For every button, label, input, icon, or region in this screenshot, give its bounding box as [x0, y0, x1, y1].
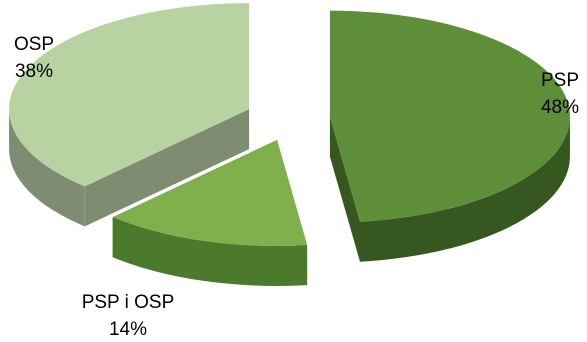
label-psp-i-osp: PSP i OSP 14% — [82, 292, 175, 340]
pie-labels: PSP 48% PSP i OSP 14% OSP 38% — [14, 34, 579, 340]
label-category-osp: OSP — [14, 34, 54, 55]
label-value-psp-i-osp: 14% — [109, 319, 147, 340]
pie-slices — [9, 3, 570, 246]
slice-side-psp — [360, 116, 570, 262]
slice-side-osp — [9, 109, 85, 227]
slice-psp-i-osp — [112, 139, 308, 246]
slice-wall-end-psp — [329, 116, 361, 262]
label-value-osp: 38% — [15, 61, 53, 82]
label-value-psp: 48% — [541, 97, 579, 118]
slice-side-psp-i-osp — [112, 217, 308, 286]
label-category-psp-i-osp: PSP i OSP — [82, 292, 175, 313]
label-psp: PSP 48% — [541, 70, 579, 118]
slice-wall-start-osp — [84, 109, 250, 227]
label-category-psp: PSP — [541, 70, 579, 91]
slice-psp — [329, 10, 570, 222]
slice-osp — [9, 3, 250, 187]
label-osp: OSP 38% — [14, 34, 54, 82]
